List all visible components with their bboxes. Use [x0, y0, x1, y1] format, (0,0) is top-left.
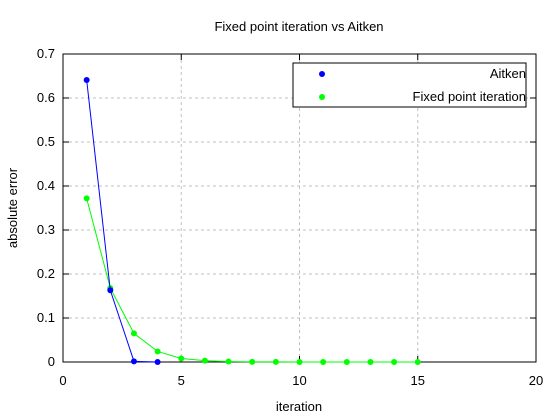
y-tick-label: 0.7 [37, 46, 55, 61]
axis-ticks: 0 0.1 0.2 0.3 0.4 0.5 0.6 0.7 0 5 10 15 20 [37, 46, 543, 388]
x-tick-label: 0 [59, 373, 66, 388]
y-tick-label: 0.2 [37, 266, 55, 281]
data-point [225, 358, 232, 365]
y-tick-label: 0.5 [37, 134, 55, 149]
data-point [272, 358, 279, 365]
data-point [201, 357, 208, 364]
data-point [391, 359, 398, 365]
x-axis-label: iteration [276, 399, 322, 414]
legend-marker [319, 71, 325, 77]
data-point [178, 355, 185, 362]
x-tick-label: 5 [178, 373, 185, 388]
series-group [83, 76, 421, 365]
legend-box [292, 62, 527, 108]
chart-title: Fixed point iteration vs Aitken [214, 19, 383, 34]
series-line [86, 198, 418, 363]
data-point [367, 359, 374, 365]
series-line [86, 79, 158, 363]
data-point [296, 358, 303, 365]
legend: Aitken Fixed point iteration [292, 62, 527, 108]
data-point [83, 195, 90, 202]
data-point [154, 348, 161, 355]
data-point [130, 358, 137, 365]
y-tick-label: 0.6 [37, 90, 55, 105]
y-tick-label: 0.4 [37, 178, 55, 193]
legend-label: Fixed point iteration [413, 89, 526, 104]
y-tick-label: 0 [48, 354, 55, 369]
legend-marker [319, 94, 325, 100]
data-point [107, 287, 114, 294]
x-tick-label: 20 [529, 373, 543, 388]
data-point [320, 359, 327, 365]
x-tick-label: 10 [292, 373, 306, 388]
data-point [414, 359, 421, 365]
data-point [249, 358, 256, 365]
data-point [83, 76, 90, 83]
y-tick-label: 0.3 [37, 222, 55, 237]
data-point [154, 359, 161, 365]
data-point [343, 359, 350, 365]
y-tick-label: 0.1 [37, 310, 55, 325]
data-point [130, 330, 137, 337]
y-axis-label: absolute error [5, 167, 20, 248]
x-tick-label: 15 [411, 373, 425, 388]
legend-label: Aitken [490, 66, 526, 81]
